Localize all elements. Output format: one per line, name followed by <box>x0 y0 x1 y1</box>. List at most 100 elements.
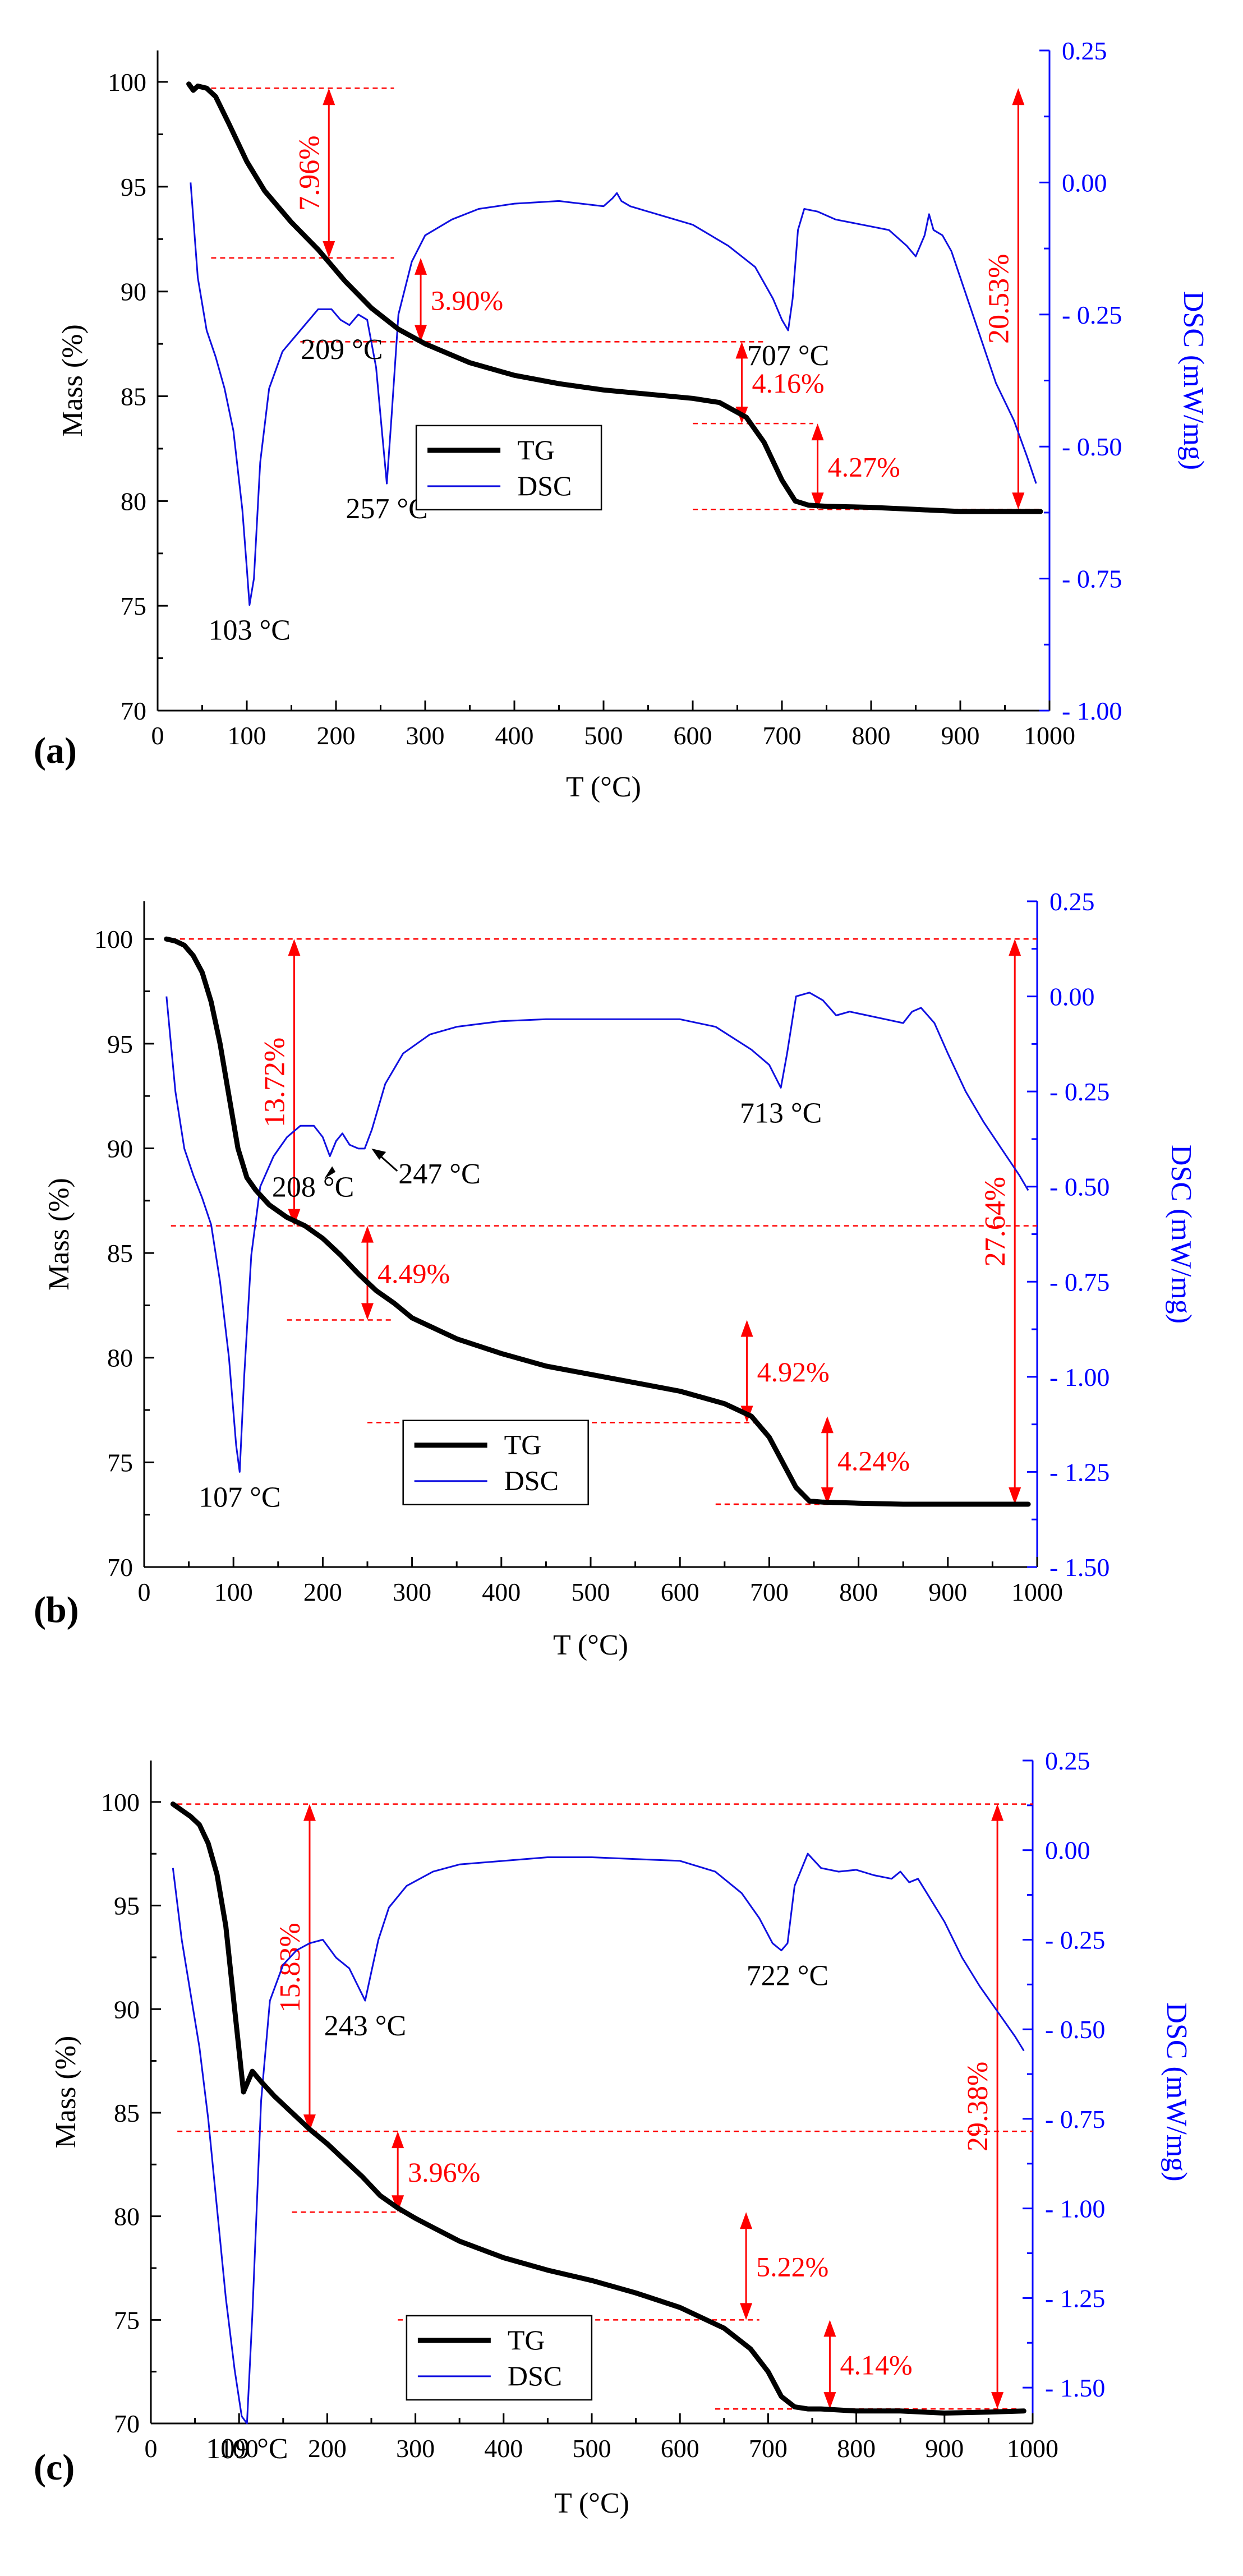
mass-loss-annotation: 4.27% <box>693 423 900 510</box>
y2-tick-label: - 1.50 <box>1049 1553 1110 1582</box>
mass-loss-label: 4.27% <box>828 451 900 483</box>
legend-dsc-label: DSC <box>517 470 572 501</box>
mass-loss-arrow-head-up <box>740 2212 753 2229</box>
y2-tick-label: - 0.75 <box>1049 1268 1110 1296</box>
y-tick-label: 90 <box>114 1995 140 2024</box>
y2-tick-label: - 0.50 <box>1049 1173 1110 1201</box>
y-tick-label: 80 <box>114 2202 140 2231</box>
mass-loss-annotation: 4.24% <box>715 1416 910 1505</box>
y2-tick-label: 0.25 <box>1062 36 1107 65</box>
mass-loss-arrow-head-down <box>415 325 427 342</box>
y-tick-label: 70 <box>121 697 146 725</box>
y-axis-title: Mass (%) <box>50 2036 82 2149</box>
mass-loss-arrow-head-up <box>323 88 335 105</box>
x-tick-label: 300 <box>393 1578 431 1606</box>
mass-loss-arrow-head-down <box>323 241 335 258</box>
mass-loss-arrow-head-down <box>288 1209 301 1226</box>
x-axis-title: T (°C) <box>553 1629 628 1661</box>
y-axis-title: Mass (%) <box>43 1178 75 1291</box>
mass-loss-label: 20.53% <box>983 254 1015 344</box>
peak-label: 103 °C <box>209 615 291 647</box>
y-tick-label: 75 <box>107 1448 133 1477</box>
panel-label: (c) <box>34 2447 75 2488</box>
mass-loss-arrow-head-up <box>823 2320 836 2337</box>
mass-loss-annotation: 29.38% <box>715 1804 1020 2410</box>
peak-pointer-arrow <box>324 1166 336 1179</box>
y-tick-label: 75 <box>121 592 146 620</box>
tg-series-line <box>164 936 1031 1507</box>
mass-loss-annotation: 4.92% <box>367 1320 830 1423</box>
dsc-series-line <box>165 992 1029 1473</box>
peak-label: 722 °C <box>747 1960 828 1992</box>
y-tick-label: 70 <box>114 2409 140 2438</box>
x-axis-title: T (°C) <box>566 771 641 803</box>
legend-tg-label: TG <box>504 1429 542 1460</box>
y-tick-label: 80 <box>121 487 146 515</box>
mass-loss-label: 4.16% <box>752 367 824 399</box>
x-tick-label: 600 <box>674 721 712 750</box>
mass-loss-arrow-head-up <box>415 257 427 275</box>
x-tick-label: 700 <box>763 721 802 750</box>
mass-loss-label: 27.64% <box>979 1177 1011 1266</box>
y-axis-title: Mass (%) <box>57 324 89 437</box>
peak-label: 713 °C <box>740 1097 822 1129</box>
y-tick-label: 95 <box>121 173 146 201</box>
mass-loss-arrow-head-up <box>361 1225 374 1243</box>
x-tick-label: 200 <box>303 1578 342 1606</box>
mass-loss-annotation: 27.64% <box>715 939 1024 1505</box>
mass-loss-arrow-head-down <box>361 1303 374 1320</box>
peak-label: 107 °C <box>199 1481 280 1513</box>
x-tick-label: 1000 <box>1011 1578 1063 1606</box>
x-tick-label: 800 <box>852 721 891 750</box>
y2-tick-label: - 0.75 <box>1062 565 1122 593</box>
y-tick-label: 70 <box>107 1553 133 1582</box>
y2-tick-label: - 0.50 <box>1062 432 1122 461</box>
x-tick-label: 400 <box>482 1578 521 1606</box>
mass-loss-arrow-head-down <box>740 2303 753 2320</box>
mass-loss-arrow-head-up <box>392 2131 404 2149</box>
x-tick-label: 900 <box>941 721 980 750</box>
mass-loss-arrow-head-down <box>1012 492 1025 510</box>
mass-loss-arrow-head-up <box>821 1416 834 1434</box>
peak-pointer-arrow <box>371 1148 386 1160</box>
y2-tick-label: - 1.00 <box>1045 2195 1105 2223</box>
mass-loss-arrow-head-up <box>991 1804 1004 1821</box>
mass-loss-arrow-head-down <box>303 2114 316 2132</box>
x-tick-label: 400 <box>495 721 534 750</box>
panel-label: (b) <box>34 1589 79 1630</box>
y-tick-label: 95 <box>107 1030 133 1058</box>
y-tick-label: 85 <box>114 2099 140 2127</box>
y-tick-label: 90 <box>121 278 146 306</box>
y2-tick-label: - 1.25 <box>1045 2284 1105 2312</box>
mass-loss-label: 5.22% <box>756 2251 828 2282</box>
y2-axis-title: DSC (mW/mg) <box>1165 1145 1197 1324</box>
y2-tick-label: - 0.25 <box>1049 1077 1110 1106</box>
x-tick-label: 0 <box>151 721 164 750</box>
mass-loss-label: 13.72% <box>259 1038 291 1127</box>
chart-panel-2: 0 100 200 300 400 500 600 700 800 900 1000 70 75 80 85… <box>34 887 1197 1661</box>
mass-loss-arrow-head-up <box>288 939 301 956</box>
legend: TG DSC <box>415 425 602 511</box>
mass-loss-label: 4.49% <box>377 1258 450 1289</box>
peak-label: 257 °C <box>346 493 427 525</box>
y-tick-label: 95 <box>114 1892 140 1920</box>
mass-loss-annotation: 4.14% <box>715 2320 913 2410</box>
y-tick-label: 100 <box>94 925 133 953</box>
mass-loss-annotation: 13.72% <box>171 938 1037 1227</box>
dsc-series-line <box>190 182 1037 606</box>
y-tick-label: 75 <box>114 2306 140 2334</box>
mass-loss-arrow-head-down <box>392 2195 404 2213</box>
mass-loss-annotation: 20.53% <box>693 88 1041 510</box>
mass-loss-annotation: 3.96% <box>292 2131 480 2213</box>
mass-loss-label: 4.14% <box>840 2349 912 2381</box>
x-tick-label: 500 <box>572 1578 610 1606</box>
peak-label: 707 °C <box>747 340 829 372</box>
x-axis-title: T (°C) <box>554 2487 629 2519</box>
y2-tick-label: - 1.00 <box>1062 697 1122 725</box>
panel-label: (a) <box>34 730 77 771</box>
x-tick-label: 500 <box>584 721 623 750</box>
peak-label: 247 °C <box>398 1158 480 1190</box>
x-tick-label: 600 <box>661 2434 699 2463</box>
y-tick-label: 85 <box>121 383 146 411</box>
legend-tg-label: TG <box>508 2324 545 2356</box>
